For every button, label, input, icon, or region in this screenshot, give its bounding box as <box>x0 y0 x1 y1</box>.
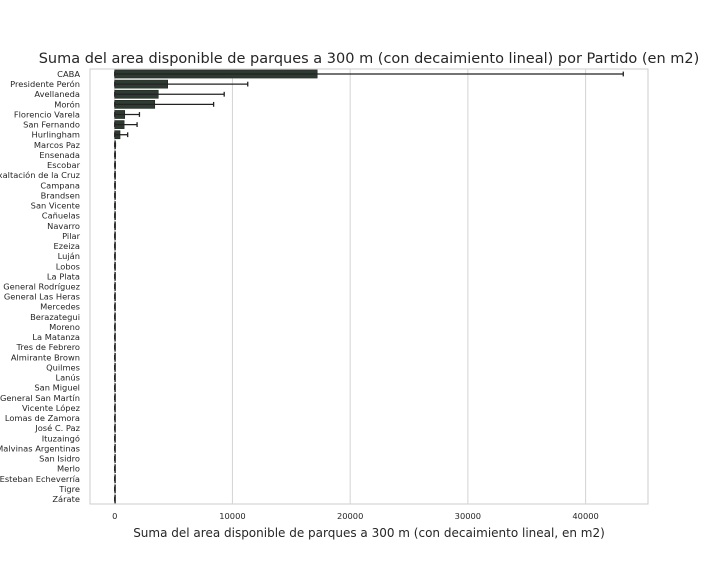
y-tick-label: CABA <box>57 69 80 79</box>
y-tick-label: General San Martín <box>0 393 80 403</box>
y-tick-label: Ezeiza <box>54 241 80 251</box>
y-tick-label: Esteban Echeverría <box>0 474 80 484</box>
y-tick-label: San Fernando <box>23 120 80 130</box>
y-tick-label: Ituzaingó <box>42 433 80 443</box>
y-tick-label: Almirante Brown <box>11 352 80 362</box>
y-tick-label: Lomas de Zamora <box>5 413 80 423</box>
y-tick-label: Luján <box>58 251 80 261</box>
y-tick-label: Ensenada <box>39 150 80 160</box>
x-tick-label: 40000 <box>572 511 598 521</box>
x-tick-label: 0 <box>112 511 117 521</box>
y-tick-label: Mercedes <box>40 302 80 312</box>
y-tick-label: Lanús <box>55 373 80 383</box>
y-tick-label: Brandsen <box>41 190 80 200</box>
y-tick-label: Quilmes <box>46 362 80 372</box>
y-tick-label: Malvinas Argentinas <box>0 443 80 453</box>
y-tick-label: Pilar <box>62 231 81 241</box>
y-tick-label: San Vicente <box>31 201 80 211</box>
y-tick-label: Lobos <box>56 261 80 271</box>
y-tick-label: Campana <box>40 180 80 190</box>
y-tick-label: Navarro <box>47 221 80 231</box>
y-tick-label: General Rodríguez <box>3 282 80 292</box>
y-tick-label: Moreno <box>49 322 80 332</box>
y-tick-label: Tigre <box>58 484 80 494</box>
y-tick-label: La Matanza <box>32 332 80 342</box>
x-tick-labels: 0 10000 20000 30000 40000 <box>112 511 599 521</box>
y-tick-label: San Isidro <box>39 454 80 464</box>
x-tick-label: 10000 <box>219 511 245 521</box>
y-tick-label: Florencio Varela <box>14 109 80 119</box>
y-tick-label: Marcos Paz <box>34 140 80 150</box>
y-tick-label: Cañuelas <box>42 211 80 221</box>
y-tick-label: Vicente López <box>22 403 80 413</box>
y-tick-label: José C. Paz <box>34 423 80 433</box>
y-tick-label: Exaltación de la Cruz <box>0 170 80 180</box>
y-tick-label: Morón <box>54 99 80 109</box>
y-tick-label: Berazategui <box>30 312 80 322</box>
chart-title: Suma del area disponible de parques a 30… <box>39 51 700 67</box>
y-tick-label: General Las Heras <box>4 292 80 302</box>
y-tick-label: Escobar <box>47 160 81 170</box>
plot-area <box>89 68 649 505</box>
y-tick-label: La Plata <box>47 271 80 281</box>
y-tick-label: Merlo <box>57 464 80 474</box>
y-tick-label: Zárate <box>52 494 80 504</box>
error-bars <box>114 71 624 502</box>
x-axis-label: Suma del area disponible de parques a 30… <box>133 526 605 540</box>
x-tick-label: 30000 <box>455 511 481 521</box>
y-tick-label: Presidente Perón <box>10 79 80 89</box>
y-tick-label: San Miguel <box>34 383 80 393</box>
x-tick-label: 20000 <box>337 511 363 521</box>
y-tick-label: Hurlingham <box>32 130 80 140</box>
y-tick-label: Tres de Febrero <box>16 342 80 352</box>
y-tick-label: Avellaneda <box>34 89 80 99</box>
